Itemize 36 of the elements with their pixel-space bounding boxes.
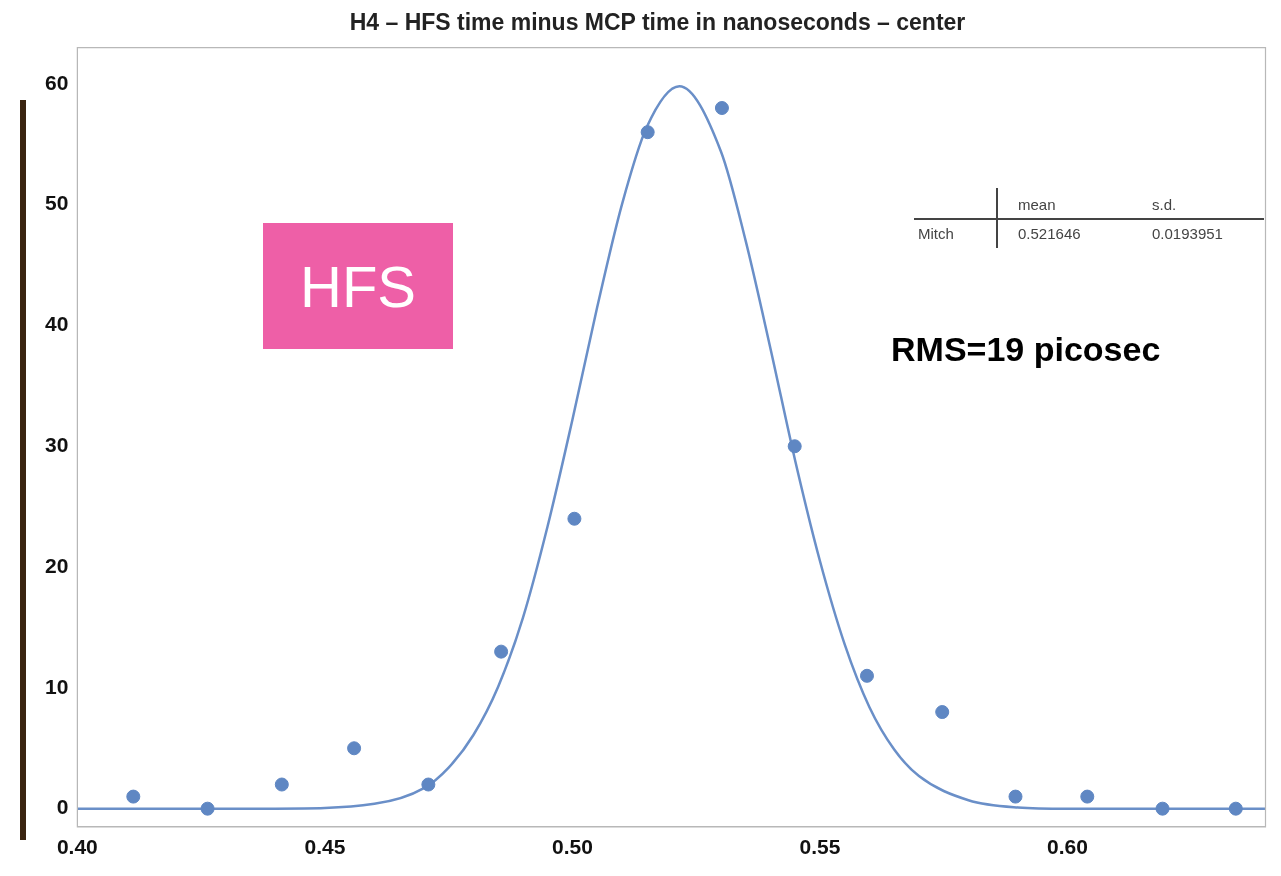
point xyxy=(421,777,436,792)
point xyxy=(494,644,509,659)
point xyxy=(714,101,729,115)
x-tick-label: 0.55 xyxy=(799,835,841,859)
point xyxy=(126,789,141,804)
annotation: 0.521646 xyxy=(1018,225,1081,242)
point xyxy=(200,801,215,816)
y-tick-label: 10 xyxy=(45,674,69,698)
point xyxy=(859,668,874,683)
annotation: mean xyxy=(1018,196,1056,213)
point xyxy=(347,741,362,756)
point xyxy=(1008,789,1023,804)
y-tick-label: 50 xyxy=(45,191,69,215)
annotation: 0.0193951 xyxy=(1152,225,1223,242)
point xyxy=(787,439,802,454)
point xyxy=(1080,789,1095,804)
x-tick-label: 0.45 xyxy=(304,835,346,859)
point xyxy=(935,705,950,720)
y-tick-label: 0 xyxy=(56,795,69,819)
point xyxy=(1228,801,1243,816)
annotation: s.d. xyxy=(1152,196,1177,213)
point xyxy=(274,777,289,792)
y-tick-label: 20 xyxy=(45,553,69,577)
point xyxy=(1155,801,1170,816)
point xyxy=(640,125,655,140)
x-tick-label: 0.40 xyxy=(56,835,98,859)
x-tick-label: 0.50 xyxy=(551,835,593,859)
y-tick-label: 60 xyxy=(45,70,69,94)
chart-title: H4 – HFS time minus MCP time in nanoseconds – center xyxy=(349,9,966,36)
x-tick-label: 0.60 xyxy=(1047,835,1088,859)
annotation: Mitch xyxy=(918,225,954,242)
y-tick-label: 40 xyxy=(45,312,69,336)
point xyxy=(567,511,582,526)
y-tick-label: 30 xyxy=(45,433,69,457)
annotation: RMS=19 picosec xyxy=(891,330,1161,368)
annotation: HFS xyxy=(300,252,416,320)
